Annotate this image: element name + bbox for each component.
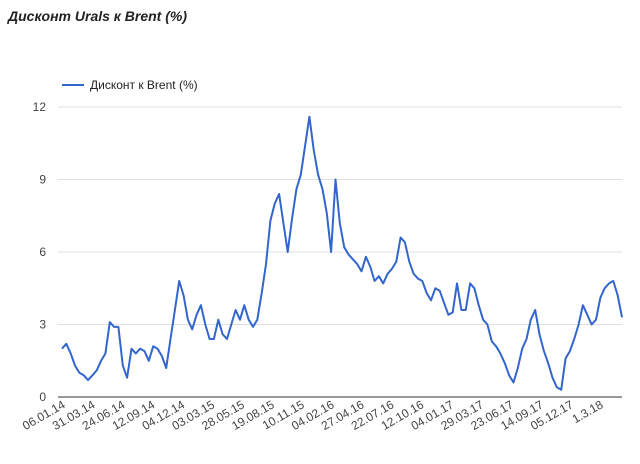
y-tick-label: 3 bbox=[39, 318, 46, 332]
series-line bbox=[61, 115, 623, 391]
x-tick-label: 1.3.18 bbox=[570, 397, 606, 426]
series-layer bbox=[61, 115, 623, 391]
y-tick-label: 0 bbox=[39, 390, 46, 404]
y-tick-label: 9 bbox=[39, 173, 46, 187]
y-tick-label: 6 bbox=[39, 245, 46, 259]
gridlines bbox=[58, 106, 622, 325]
legend-label: Дисконт к Brent (%) bbox=[90, 78, 198, 92]
y-axis-ticks: 0 3 6 9 12 bbox=[33, 100, 47, 404]
legend[interactable]: Дисконт к Brent (%) bbox=[62, 78, 198, 92]
y-tick-label: 12 bbox=[33, 100, 47, 114]
page-title: Дисконт Urals к Brent (%) bbox=[8, 8, 188, 24]
x-axis-ticks: 06.01.1431.03.1424.06.1412.09.1404.12.14… bbox=[20, 397, 606, 433]
